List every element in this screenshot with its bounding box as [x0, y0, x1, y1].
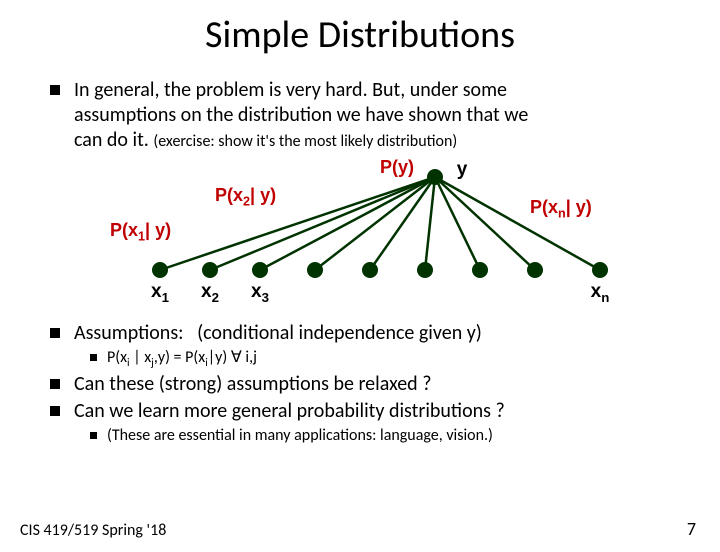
xn-label: xn: [591, 281, 610, 305]
bullet-marker: [50, 328, 60, 338]
bullet-text-3: Can these (strong) assumptions be relaxe…: [74, 372, 431, 397]
x3-label: x3: [251, 281, 269, 305]
px2-suf: | y): [250, 185, 276, 205]
bullet-text-1: In general, the problem is very hard. Bu…: [74, 78, 528, 153]
f1: P(x: [107, 348, 127, 367]
px1-suf: | y): [145, 220, 171, 240]
bullet-text-4: Can we learn more general probability di…: [74, 399, 505, 424]
line3: can do it.: [74, 128, 149, 152]
footer-course: CIS 419/519 Spring '18: [20, 521, 166, 540]
pxn-sub: n: [558, 207, 566, 221]
exercise-note: (exercise: show it's the most likely dis…: [153, 132, 457, 151]
px2-p: P(x: [215, 185, 243, 205]
px1-p: P(x: [110, 220, 138, 240]
pxn-suf: | y): [566, 197, 592, 217]
pxn-p: P(x: [530, 197, 558, 217]
footer-page-number: 7: [687, 518, 696, 540]
py-label: P(y): [380, 157, 414, 178]
line2: assumptions on the distribution we have …: [74, 103, 528, 127]
y-label: y: [457, 159, 468, 181]
sub-bullet-marker: [90, 432, 97, 439]
naive-bayes-diagram: P(y) y P(x2| y) P(x1| y) P(xn| y) x1 x2 …: [90, 155, 670, 315]
sub-bullet-essential: (These are essential in many application…: [107, 426, 493, 446]
line1: In general, the problem is very hard. Bu…: [74, 78, 507, 102]
bullet-text-2: Assumptions: (conditional independence g…: [74, 321, 482, 346]
px2-sub: 2: [243, 195, 250, 209]
px1-sub: 1: [138, 230, 145, 244]
f4: |y): [208, 348, 231, 367]
py-text: P(y): [380, 157, 414, 177]
f6: i,j: [242, 348, 257, 367]
f3: ,y) = P(x: [154, 348, 205, 367]
x2-label: x2: [201, 281, 219, 305]
sub-bullet-formula: P(xi | xj,y) = P(xi|y) ∀ i,j: [107, 348, 257, 370]
px2-label: P(x2| y): [215, 185, 276, 209]
px1-label: P(x1| y): [110, 220, 171, 244]
f5: ∀: [231, 348, 242, 367]
bullet-marker: [50, 85, 60, 95]
bullet-assumptions: Assumptions: (conditional independence g…: [50, 321, 680, 446]
b2-paren: (conditional independence given y): [197, 321, 482, 345]
f2: | x: [130, 348, 152, 367]
diagram-svg: [90, 155, 670, 315]
sub-bullet-marker: [90, 354, 97, 361]
b2-label: Assumptions:: [74, 321, 184, 345]
bullet-intro: In general, the problem is very hard. Bu…: [50, 78, 680, 153]
x1-label: x1: [151, 281, 169, 305]
bullet-marker: [50, 379, 60, 389]
bullet-marker: [50, 406, 60, 416]
page-title: Simple Distributions: [0, 12, 720, 58]
pxn-label: P(xn| y): [530, 197, 592, 221]
